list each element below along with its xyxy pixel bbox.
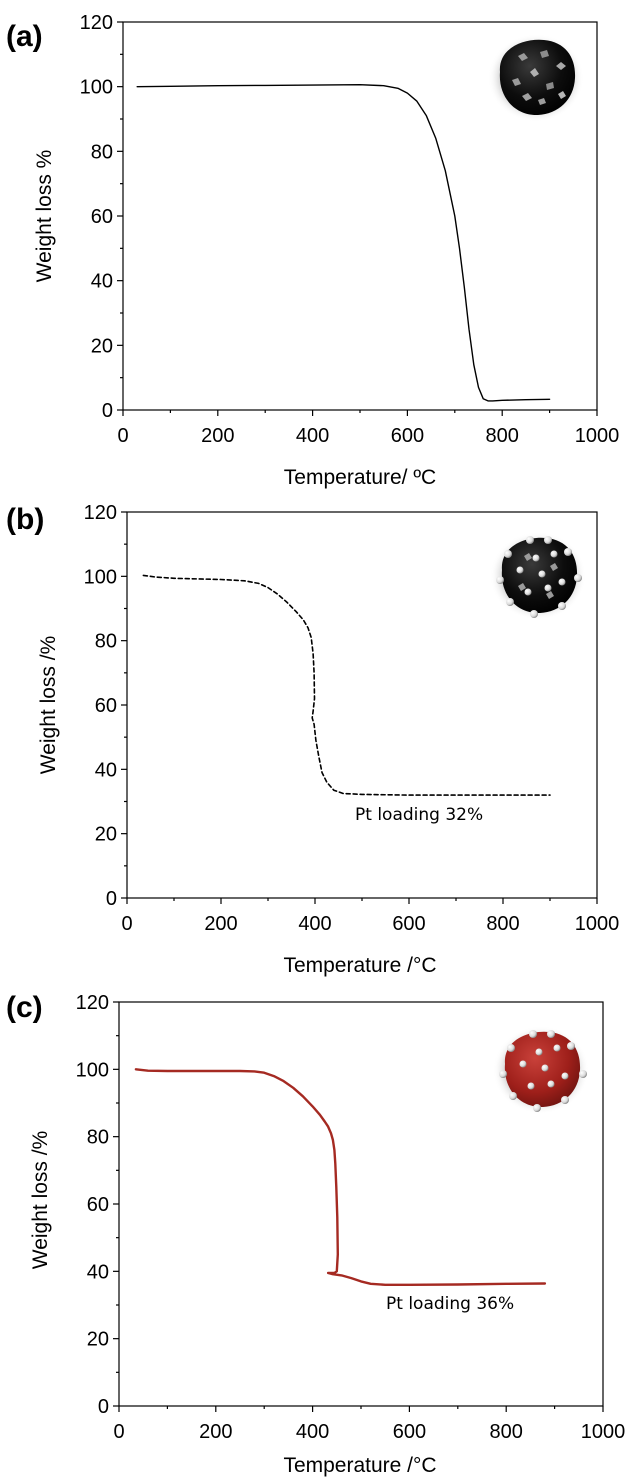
y-tick-label: 60 [95, 695, 117, 717]
x-tick-label: 400 [296, 425, 329, 447]
chart-panel-a: (a) 0 20 40 60 80 100 120 0 200 400 600 800 1000 Tem… [6, 12, 619, 489]
y-tick-label: 120 [80, 12, 113, 34]
x-tick-label: 200 [199, 1421, 232, 1443]
x-tick-label: 1000 [575, 913, 620, 935]
annotation-pt-loading: Pt loading 36% [386, 1294, 514, 1314]
y-tick-label: 80 [91, 141, 113, 163]
tick-labels: 0 20 40 60 80 100 120 0 200 400 600 800 1000 [84, 502, 620, 935]
y-tick-label: 40 [91, 271, 113, 293]
y-tick-label: 0 [98, 1396, 109, 1418]
x-tick-label: 0 [121, 913, 132, 935]
panel-label: (c) [6, 991, 43, 1024]
x-tick-label: 400 [296, 1421, 329, 1443]
chart-panel-b: (b) 0 20 40 60 80 100 120 0 200 400 600 800 1000 Pt … [6, 502, 619, 977]
y-tick-label: 0 [106, 888, 117, 910]
x-axis-title: Temperature /°C [283, 954, 436, 977]
y-tick-label: 20 [91, 335, 113, 357]
series [142, 574, 551, 796]
chart-panel-c: (c) 0 20 40 60 80 100 120 0 200 400 600 800 1000 Pt … [6, 991, 625, 1477]
series-line [142, 574, 551, 796]
y-tick-label: 60 [87, 1194, 109, 1216]
x-tick-label: 600 [393, 1421, 426, 1443]
axis-ticks [121, 511, 598, 904]
x-tick-label: 600 [391, 425, 424, 447]
tick-labels: 0 20 40 60 80 100 120 0 200 400 600 800 1000 [76, 992, 626, 1443]
x-tick-label: 200 [204, 913, 237, 935]
x-tick-label: 0 [113, 1421, 124, 1443]
x-tick-label: 1000 [575, 425, 620, 447]
particle-illustration-icon [493, 1026, 589, 1114]
y-tick-label: 20 [87, 1329, 109, 1351]
y-axis-title: Weight loss /% [37, 636, 60, 775]
x-axis-title: Temperature/ ºC [284, 466, 436, 489]
series [134, 1068, 547, 1287]
x-tick-label: 200 [201, 425, 234, 447]
x-tick-label: 600 [392, 913, 425, 935]
y-tick-label: 120 [84, 502, 117, 524]
y-axis-title: Weight loss /% [29, 1131, 52, 1270]
y-tick-label: 60 [91, 206, 113, 228]
y-tick-label: 20 [95, 824, 117, 846]
axis-ticks [117, 21, 598, 416]
x-tick-label: 800 [486, 425, 519, 447]
y-tick-label: 40 [87, 1261, 109, 1283]
x-tick-label: 0 [117, 425, 128, 447]
y-tick-label: 100 [76, 1059, 109, 1081]
y-tick-label: 100 [84, 566, 117, 588]
annotation-pt-loading: Pt loading 32% [355, 805, 483, 825]
y-tick-label: 80 [87, 1127, 109, 1149]
particle-illustration-icon [490, 532, 586, 620]
x-tick-label: 400 [298, 913, 331, 935]
x-tick-label: 1000 [581, 1421, 626, 1443]
y-tick-label: 100 [80, 77, 113, 99]
x-axis-title: Temperature /°C [283, 1454, 436, 1477]
y-tick-label: 40 [95, 759, 117, 781]
panel-label: (a) [6, 20, 43, 53]
axis-ticks [113, 1001, 604, 1412]
y-axis-title: Weight loss % [33, 150, 56, 283]
particle-illustration-icon [488, 34, 584, 122]
y-tick-label: 80 [95, 631, 117, 653]
y-tick-label: 0 [102, 400, 113, 422]
series-line [136, 83, 551, 402]
y-tick-label: 120 [76, 992, 109, 1014]
series [136, 83, 551, 402]
tick-labels: 0 20 40 60 80 100 120 0 200 400 600 800 1000 [80, 12, 620, 447]
panel-label: (b) [6, 503, 44, 536]
series-line [134, 1068, 547, 1287]
x-tick-label: 800 [490, 1421, 523, 1443]
x-tick-label: 800 [486, 913, 519, 935]
